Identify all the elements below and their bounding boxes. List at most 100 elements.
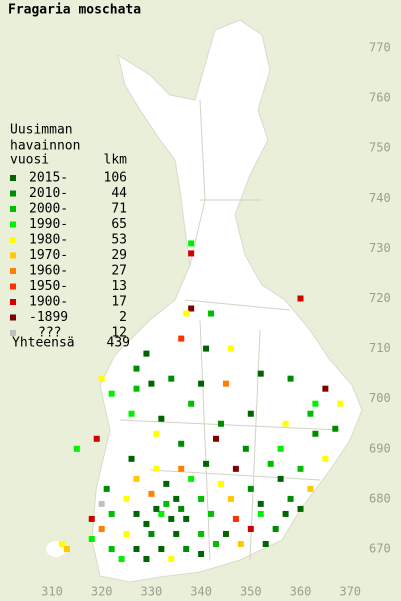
observation-square: [282, 420, 289, 427]
legend-swatch: [10, 221, 16, 228]
legend-count: 44: [111, 186, 127, 201]
observation-square: [232, 515, 239, 522]
y-tick-label: 680: [369, 491, 391, 505]
observation-square: [153, 430, 160, 437]
observation-square: [173, 495, 180, 502]
legend-count: 106: [104, 171, 127, 186]
observation-square: [188, 240, 195, 247]
legend-label: 2000-: [29, 202, 68, 217]
observation-square: [322, 385, 329, 392]
observation-square: [128, 410, 135, 417]
finland-outline: [91, 19, 363, 583]
legend-label: ???: [38, 326, 61, 341]
observation-square: [188, 475, 195, 482]
legend-swatch: [10, 330, 16, 336]
observation-square: [217, 480, 224, 487]
observation-square: [272, 525, 279, 532]
observation-square: [232, 465, 239, 472]
observation-square: [312, 400, 319, 407]
observation-square: [208, 310, 215, 317]
observation-square: [88, 515, 95, 522]
legend-count-heading: lkm: [104, 153, 128, 168]
legend-swatch: [10, 175, 16, 181]
legend-label: 1990-: [29, 217, 68, 232]
observation-square: [198, 530, 205, 537]
y-tick-label: 770: [369, 41, 391, 55]
legend-count: 2: [119, 310, 127, 325]
legend-label: 2015-: [29, 171, 68, 186]
observation-square: [173, 530, 180, 537]
x-tick-label: 360: [290, 585, 312, 599]
y-tick-label: 760: [369, 91, 391, 105]
observation-square: [153, 465, 160, 472]
observation-square: [247, 485, 254, 492]
observation-square: [257, 500, 264, 507]
observation-square: [297, 295, 304, 302]
observation-square: [287, 495, 294, 502]
legend-swatch: [10, 268, 16, 274]
observation-square: [183, 310, 190, 317]
observation-square: [332, 425, 339, 432]
observation-square: [148, 490, 155, 497]
observation-square: [133, 385, 140, 392]
legend-count: 29: [111, 248, 127, 263]
observation-square: [143, 520, 150, 527]
observation-square: [63, 546, 70, 552]
legend-swatch: [10, 299, 16, 305]
legend-count: 13: [111, 279, 127, 294]
observation-square: [257, 510, 264, 517]
legend-count: 12: [111, 326, 127, 341]
observation-square: [213, 435, 220, 442]
legend-swatch: [10, 314, 16, 321]
legend-swatch: [10, 206, 16, 212]
x-tick-label: 370: [339, 585, 361, 599]
observation-square: [227, 495, 234, 502]
observation-square: [262, 540, 269, 547]
x-tick-label: 330: [141, 585, 163, 599]
observation-square: [213, 540, 220, 547]
observation-square: [93, 435, 100, 442]
x-tick-label: 320: [91, 585, 113, 599]
observation-square: [277, 475, 284, 482]
observation-square: [178, 335, 185, 342]
observation-square: [242, 445, 249, 452]
legend-swatch: [10, 252, 16, 259]
observation-square: [148, 530, 155, 537]
observation-square: [307, 410, 314, 417]
legend-label: 1950-: [29, 279, 68, 294]
observation-square: [163, 500, 170, 507]
observation-square: [133, 475, 140, 482]
legend-heading: havainnon: [10, 139, 80, 154]
observation-square: [133, 546, 140, 552]
observation-square: [168, 515, 175, 522]
observation-square: [163, 480, 170, 487]
observation-square: [73, 445, 80, 452]
observation-square: [58, 540, 65, 547]
legend-heading: vuosi: [10, 153, 49, 168]
legend-swatch: [10, 190, 16, 197]
y-tick-label: 740: [369, 191, 391, 205]
observation-square: [168, 375, 175, 382]
observation-square: [123, 530, 130, 537]
legend-heading: Uusimman: [10, 123, 73, 138]
observation-square: [257, 370, 264, 377]
borders: [119, 99, 341, 561]
y-tick-label: 690: [369, 441, 391, 455]
y-tick-label: 710: [369, 341, 391, 355]
observation-square: [188, 305, 195, 312]
legend-label: 1900-: [29, 295, 68, 310]
observation-square: [183, 546, 190, 552]
observation-square: [203, 460, 210, 467]
observation-square: [168, 556, 175, 563]
observation-square: [133, 510, 140, 517]
observation-square: [98, 525, 105, 532]
observation-square: [222, 380, 229, 387]
observation-square: [178, 440, 185, 447]
observation-square: [133, 365, 140, 372]
legend-count: 27: [111, 264, 127, 279]
observation-square: [217, 420, 224, 427]
legend-label: 1960-: [29, 264, 68, 279]
observation-square: [337, 400, 344, 407]
